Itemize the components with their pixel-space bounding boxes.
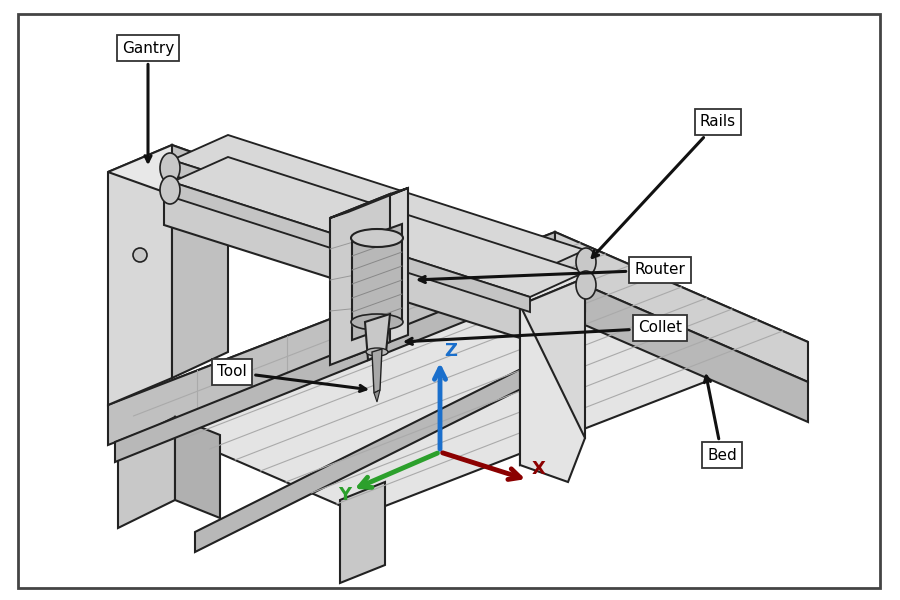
Polygon shape	[108, 145, 172, 405]
Polygon shape	[340, 482, 385, 583]
Polygon shape	[164, 165, 585, 305]
Polygon shape	[372, 349, 382, 393]
Polygon shape	[108, 145, 228, 192]
Text: Tool: Tool	[217, 364, 366, 391]
Polygon shape	[172, 145, 228, 378]
Polygon shape	[555, 232, 808, 382]
Polygon shape	[374, 390, 380, 402]
Text: X: X	[532, 460, 546, 478]
Text: Router: Router	[419, 263, 686, 283]
Polygon shape	[172, 160, 530, 290]
Polygon shape	[108, 232, 808, 515]
Polygon shape	[164, 192, 520, 338]
Text: Y: Y	[338, 486, 351, 504]
FancyBboxPatch shape	[18, 14, 880, 588]
Polygon shape	[172, 182, 530, 312]
Text: Z: Z	[444, 342, 457, 360]
Text: Bed: Bed	[705, 376, 737, 463]
Polygon shape	[172, 135, 585, 275]
Ellipse shape	[366, 348, 388, 356]
Polygon shape	[555, 272, 808, 422]
Ellipse shape	[576, 271, 596, 299]
Text: Rails: Rails	[592, 115, 736, 257]
Text: Gantry: Gantry	[122, 40, 174, 162]
Polygon shape	[352, 224, 402, 340]
Polygon shape	[175, 417, 220, 518]
Polygon shape	[108, 232, 555, 445]
Polygon shape	[228, 165, 585, 311]
Ellipse shape	[351, 314, 403, 330]
Polygon shape	[520, 278, 585, 465]
Ellipse shape	[576, 248, 596, 276]
Polygon shape	[330, 194, 390, 365]
Polygon shape	[172, 157, 585, 297]
Polygon shape	[115, 268, 548, 462]
Text: Collet: Collet	[406, 320, 682, 344]
Polygon shape	[348, 188, 408, 358]
Polygon shape	[195, 352, 555, 552]
Polygon shape	[520, 305, 585, 482]
Polygon shape	[118, 417, 175, 528]
Ellipse shape	[160, 176, 180, 204]
Circle shape	[133, 248, 147, 262]
Polygon shape	[365, 314, 390, 360]
Ellipse shape	[160, 153, 180, 183]
Polygon shape	[330, 188, 408, 218]
Ellipse shape	[351, 229, 403, 247]
